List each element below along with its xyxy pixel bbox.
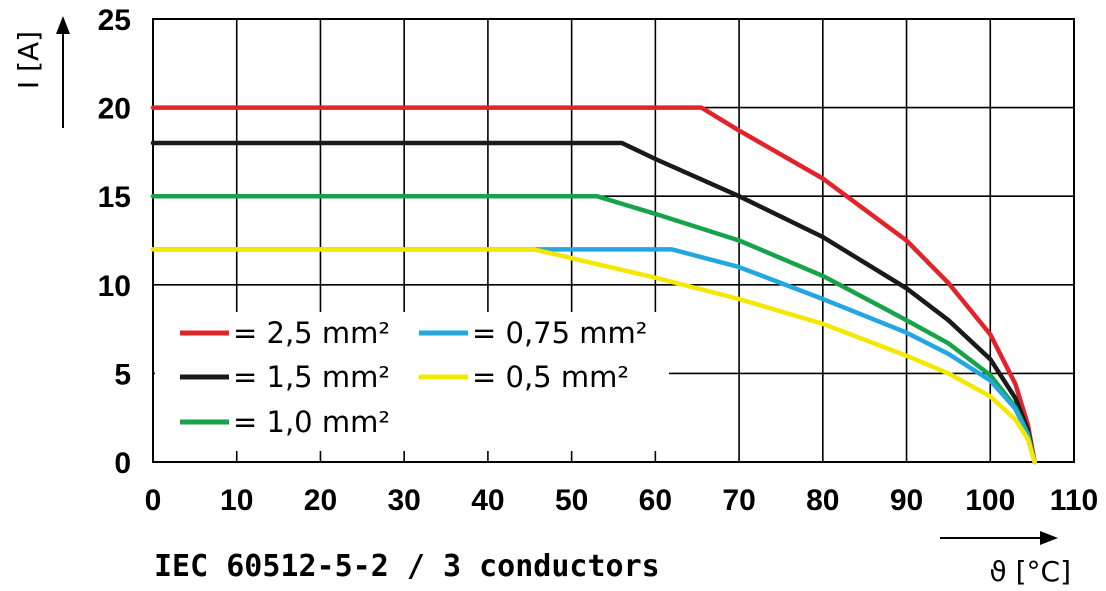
plot-area <box>152 18 1075 463</box>
y-tick-label: 20 <box>98 93 131 126</box>
y-tick-label: 10 <box>98 270 131 303</box>
series-line-4 <box>150 247 1037 465</box>
x-tick-label: 30 <box>387 484 420 517</box>
legend-label: = 1,0 mm² <box>233 405 390 439</box>
x-axis-arrow-head <box>1040 531 1058 545</box>
legend: = 2,5 mm² = 0,75 mm² = 1,5 mm² = 0,5 mm² = 1… <box>155 312 669 451</box>
x-tick-label: 60 <box>639 484 672 517</box>
y-axis-title: I [A] <box>12 31 45 89</box>
y-tick-label: 5 <box>114 358 131 391</box>
legend-label: = 0,5 mm² <box>472 360 629 394</box>
x-axis-title-group: ϑ [°C] <box>940 531 1071 588</box>
x-tick-label: 70 <box>722 484 755 517</box>
y-axis-title-group: I [A] <box>12 16 70 128</box>
legend-label: = 1,5 mm² <box>233 360 390 394</box>
y-tick-labels: 0 5 10 15 20 25 <box>98 4 131 480</box>
x-tick-label: 90 <box>890 484 923 517</box>
legend-label: = 0,75 mm² <box>472 316 647 350</box>
y-tick-label: 25 <box>98 4 131 37</box>
series-line-1 <box>150 140 1037 465</box>
x-tick-label: 10 <box>220 484 253 517</box>
x-tick-label: 80 <box>806 484 839 517</box>
legend-background <box>155 312 669 451</box>
x-tick-label: 110 <box>1050 484 1098 517</box>
x-tick-label: 40 <box>471 484 504 517</box>
x-axis-title: ϑ [°C] <box>989 555 1071 588</box>
legend-label: = 2,5 mm² <box>233 316 390 350</box>
x-tick-label: 100 <box>965 484 1015 517</box>
y-tick-label: 0 <box>114 447 131 480</box>
x-tick-label: 0 <box>145 484 162 517</box>
series-line-3 <box>150 247 1037 465</box>
x-tick-label: 50 <box>555 484 588 517</box>
y-axis-arrow-head <box>56 16 70 34</box>
x-tick-label: 20 <box>304 484 337 517</box>
y-tick-label: 15 <box>98 181 131 214</box>
standard-caption: IEC 60512-5-2 / 3 conductors <box>154 549 660 584</box>
x-tick-labels: 0 10 20 30 40 50 60 70 80 90 100 110 <box>145 484 1099 517</box>
series-layer <box>150 105 1037 465</box>
series-line-0 <box>150 105 1037 465</box>
